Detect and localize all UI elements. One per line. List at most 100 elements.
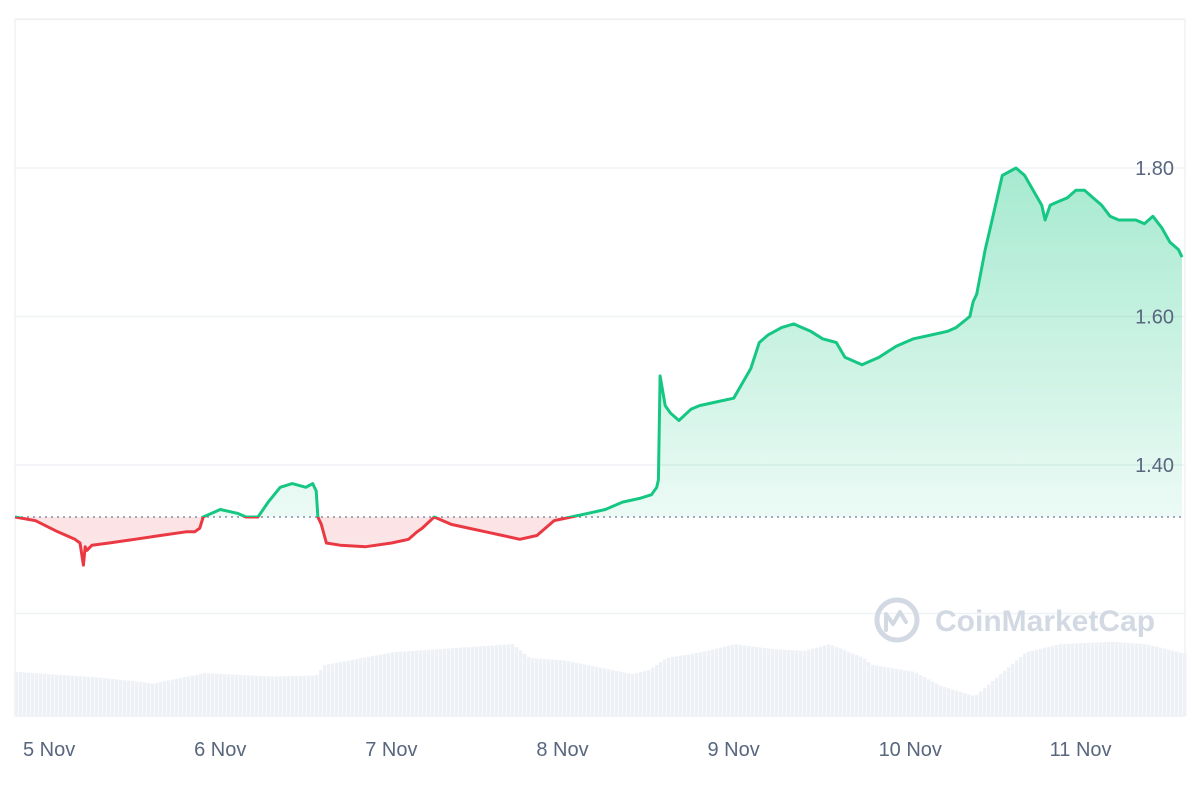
volume-bar bbox=[791, 650, 795, 716]
volume-bar bbox=[291, 676, 295, 716]
volume-bar bbox=[967, 694, 971, 716]
volume-bar bbox=[867, 662, 871, 716]
volume-bar bbox=[1019, 656, 1023, 716]
volume-bar bbox=[559, 660, 563, 716]
volume-bar bbox=[507, 644, 511, 716]
volume-bar bbox=[39, 673, 43, 716]
x-tick-label: 6 Nov bbox=[194, 739, 246, 761]
volume-bar bbox=[223, 674, 227, 716]
volume-bar bbox=[711, 649, 715, 716]
volume-bar bbox=[687, 654, 691, 716]
volume-bar bbox=[135, 681, 139, 716]
volume-bar bbox=[871, 665, 875, 716]
volume-bar bbox=[1135, 643, 1139, 716]
volume-bar bbox=[339, 661, 343, 716]
volume-bar bbox=[151, 683, 155, 716]
volume-bar bbox=[43, 673, 47, 716]
volume-bar bbox=[859, 656, 863, 716]
volume-bar bbox=[427, 649, 431, 716]
volume-bar bbox=[1171, 650, 1175, 716]
volume-bar bbox=[843, 650, 847, 716]
volume-bar bbox=[59, 674, 63, 716]
price-line-up bbox=[15, 166, 1184, 517]
volume-bar bbox=[975, 694, 979, 716]
volume-bar bbox=[855, 655, 859, 716]
volume-bar bbox=[795, 650, 799, 716]
volume-bar bbox=[523, 653, 527, 716]
volume-bar bbox=[643, 670, 647, 716]
volume-bar bbox=[495, 645, 499, 716]
watermark-brand: CoinMarketCap bbox=[935, 605, 1155, 638]
volume-bar bbox=[155, 682, 159, 716]
volume-bar bbox=[1107, 641, 1111, 716]
volume-bar bbox=[607, 669, 611, 716]
volume-bar bbox=[771, 648, 775, 716]
volume-bar bbox=[923, 677, 927, 716]
volume-bar bbox=[799, 650, 803, 716]
volume-bar bbox=[1011, 663, 1015, 716]
volume-bar bbox=[159, 682, 163, 716]
volume-bar bbox=[939, 685, 943, 716]
volume-bar bbox=[1103, 642, 1107, 716]
volume-bar bbox=[675, 656, 679, 716]
volume-bar bbox=[551, 659, 555, 716]
volume-bar bbox=[407, 651, 411, 716]
volume-bar bbox=[963, 693, 967, 716]
volume-bar bbox=[567, 661, 571, 716]
volume-bar bbox=[987, 684, 991, 716]
volume-bar bbox=[535, 658, 539, 716]
volume-bar bbox=[1063, 643, 1067, 716]
volume-bar bbox=[447, 648, 451, 716]
volume-bar bbox=[1031, 650, 1035, 716]
volume-bar bbox=[355, 658, 359, 716]
volume-bar bbox=[883, 666, 887, 716]
volume-bar bbox=[199, 673, 203, 716]
volume-bar bbox=[267, 676, 271, 716]
volume-bar bbox=[1163, 648, 1167, 716]
volume-bar bbox=[351, 659, 355, 716]
volume-bar bbox=[1039, 648, 1043, 716]
volume-bar bbox=[983, 687, 987, 716]
volume-bar bbox=[663, 659, 667, 716]
volume-bar bbox=[579, 663, 583, 716]
volume-bar bbox=[1079, 643, 1083, 716]
volume-bar bbox=[911, 671, 915, 716]
volume-bar bbox=[651, 667, 655, 716]
volume-bar bbox=[503, 644, 507, 716]
volume-bar bbox=[691, 653, 695, 716]
volume-bar bbox=[443, 648, 447, 716]
volume-bar bbox=[147, 682, 151, 716]
x-tick-label: 7 Nov bbox=[365, 739, 417, 761]
volume-bar bbox=[271, 676, 275, 716]
volume-bar bbox=[415, 650, 419, 716]
volume-bar bbox=[55, 674, 59, 716]
volume-bar bbox=[327, 664, 331, 716]
x-tick-label: 10 Nov bbox=[879, 739, 942, 761]
coinmarketcap-logo-icon bbox=[874, 597, 920, 643]
volume-bar bbox=[959, 691, 963, 716]
volume-bar bbox=[1051, 645, 1055, 716]
volume-bar bbox=[115, 679, 119, 716]
volume-bar bbox=[895, 668, 899, 716]
volume-bar bbox=[743, 645, 747, 716]
volume-bar bbox=[231, 674, 235, 716]
volume-bar bbox=[891, 668, 895, 716]
x-tick-label: 11 Nov bbox=[1050, 739, 1112, 761]
volume-bar bbox=[879, 666, 883, 716]
volume-bar bbox=[1023, 653, 1027, 716]
volume-bar bbox=[67, 675, 71, 716]
volume-bar bbox=[727, 645, 731, 716]
volume-bar bbox=[563, 660, 567, 716]
y-tick-label: 1.40 bbox=[1135, 455, 1174, 477]
volume-bar bbox=[175, 678, 179, 716]
volume-bar bbox=[971, 695, 975, 716]
volume-bar bbox=[719, 647, 723, 716]
volume-bar bbox=[251, 675, 255, 716]
volume-bar bbox=[511, 644, 515, 716]
volume-bar bbox=[203, 673, 207, 716]
volume-bar bbox=[383, 653, 387, 716]
volume-bar bbox=[679, 655, 683, 716]
volume-bar bbox=[635, 673, 639, 716]
volume-bar bbox=[807, 649, 811, 716]
volume-bar bbox=[279, 676, 283, 716]
